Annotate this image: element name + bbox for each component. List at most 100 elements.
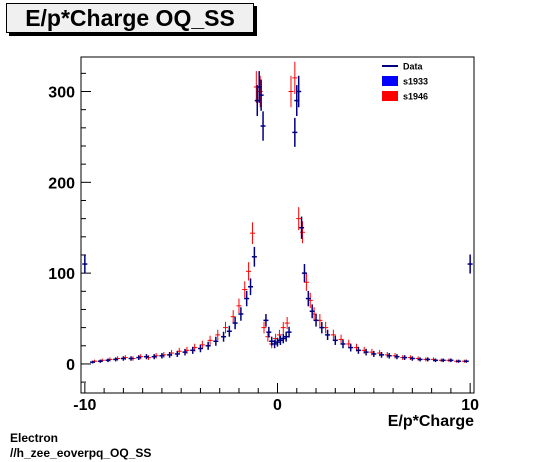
legend: Data s1933 s1946 xyxy=(382,62,428,102)
data-point xyxy=(260,111,266,141)
data-point xyxy=(113,357,119,362)
data-point xyxy=(348,343,354,352)
data-point xyxy=(371,350,377,357)
data-point xyxy=(236,298,242,314)
data-point xyxy=(90,360,96,364)
data-point xyxy=(246,262,252,281)
data-point xyxy=(319,321,325,334)
data-point xyxy=(263,314,269,327)
data-point xyxy=(284,316,290,330)
data-point xyxy=(257,75,263,108)
data-point xyxy=(272,339,278,349)
data-point xyxy=(463,359,469,363)
data-point xyxy=(97,359,103,363)
data-point xyxy=(313,314,319,327)
data-point xyxy=(242,281,248,298)
data-point xyxy=(467,254,473,274)
data-point xyxy=(226,325,232,337)
data-point xyxy=(283,331,289,342)
data-point xyxy=(215,329,221,341)
data-point xyxy=(325,329,331,341)
data-point xyxy=(261,321,267,334)
data-point xyxy=(309,304,315,319)
data-point xyxy=(292,117,298,147)
data-point xyxy=(205,341,211,350)
data-point xyxy=(136,355,142,360)
data-point xyxy=(280,333,286,344)
data-point xyxy=(305,290,311,307)
data-point xyxy=(300,221,306,244)
data-point xyxy=(197,344,203,353)
data-point xyxy=(269,336,275,346)
data-point xyxy=(363,348,369,356)
data-point xyxy=(222,321,228,334)
data-point xyxy=(221,331,227,342)
data-point xyxy=(299,216,305,239)
data-point xyxy=(190,346,196,354)
axis-tick-labels: 0 100 200 300 -10 0 10 xyxy=(48,85,479,414)
data-point xyxy=(105,358,111,363)
chart-title: E/p*Charge OQ_SS xyxy=(25,5,235,31)
data-point xyxy=(230,310,236,324)
data-point xyxy=(432,358,438,363)
data-point xyxy=(266,326,272,338)
chart-title-box: E/p*Charge OQ_SS xyxy=(6,3,254,33)
x-axis-label: E/p*Charge xyxy=(388,413,474,430)
data-point xyxy=(275,337,280,347)
data-point xyxy=(409,356,415,361)
legend-label: s1933 xyxy=(403,77,428,87)
legend-entry: s1946 xyxy=(382,91,428,102)
data-point xyxy=(167,351,173,358)
data-point xyxy=(144,354,149,360)
x-tick-label: -10 xyxy=(73,397,96,414)
y-tick-label: 0 xyxy=(66,357,75,374)
data-point xyxy=(232,316,238,330)
data-point xyxy=(296,75,302,108)
data-point xyxy=(394,354,400,360)
data-point xyxy=(332,335,338,345)
legend-label: Data xyxy=(403,62,424,72)
y-tick-label: 200 xyxy=(48,175,75,192)
data-point xyxy=(277,335,283,345)
data-point xyxy=(338,334,344,345)
data-point xyxy=(128,356,134,361)
data-point xyxy=(280,321,286,334)
data-point xyxy=(174,350,180,357)
data-point xyxy=(276,329,282,341)
data-point xyxy=(249,222,255,245)
data-point xyxy=(207,335,213,345)
legend-label: s1946 xyxy=(403,92,428,102)
data-point xyxy=(386,353,392,359)
data-point xyxy=(151,354,157,360)
data-point xyxy=(182,348,188,356)
data-point xyxy=(425,357,431,362)
data-point xyxy=(265,331,271,342)
data-point xyxy=(288,75,294,108)
x-tick-label: 0 xyxy=(273,397,282,414)
data-point xyxy=(301,264,307,283)
series-Data xyxy=(82,71,473,364)
data-point xyxy=(402,355,408,360)
data-point xyxy=(355,346,361,354)
data-point xyxy=(120,356,126,361)
footer-histogram-path: //h_zee_eoverpq_OQ_SS xyxy=(10,446,152,460)
data-point xyxy=(213,336,219,346)
data-point xyxy=(292,61,298,95)
data-point xyxy=(296,207,302,231)
chart: 0 100 200 300 -10 0 10 E/p*Charge Data s1933 s19… xyxy=(48,56,479,430)
data-point xyxy=(82,254,88,274)
legend-entry: s1933 xyxy=(382,76,428,87)
data-points xyxy=(82,61,473,364)
data-point xyxy=(286,326,292,338)
data-point xyxy=(448,358,454,363)
axis-ticks xyxy=(81,72,471,393)
data-point xyxy=(379,351,385,358)
legend-entry: Data xyxy=(382,62,424,72)
footer-particle-label: Electron xyxy=(10,431,59,445)
y-tick-label: 300 xyxy=(48,85,75,102)
data-point xyxy=(417,357,423,362)
data-point xyxy=(238,307,244,321)
data-point xyxy=(330,329,336,341)
data-point xyxy=(251,246,257,267)
series-s1946 xyxy=(91,61,467,363)
